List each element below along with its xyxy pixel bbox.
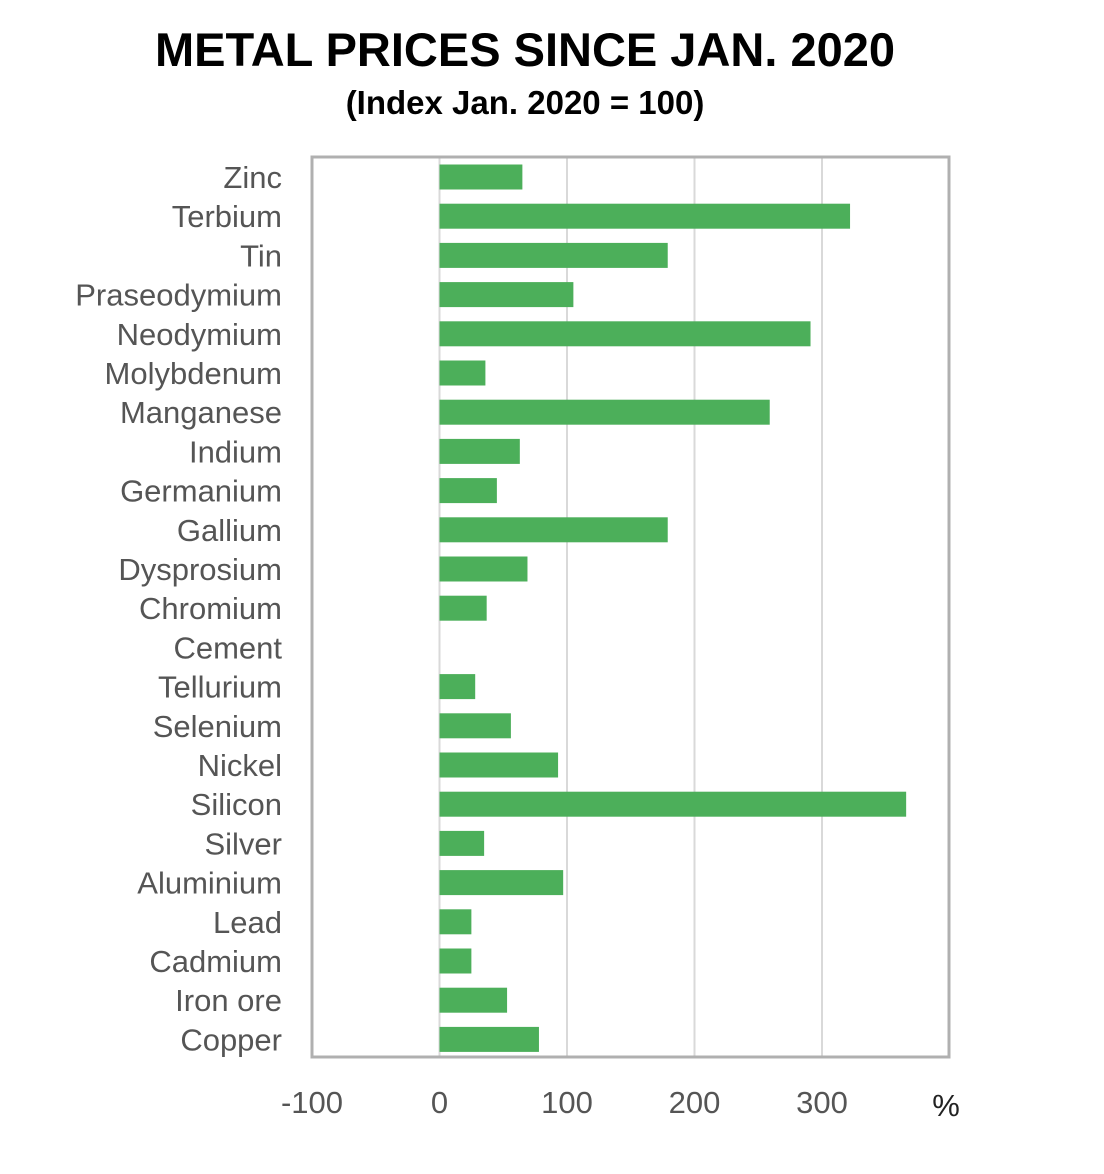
- bar-tin: [439, 242, 668, 268]
- plot-frame: [310, 155, 951, 1059]
- bar-dysprosium: [439, 556, 528, 582]
- category-label: Tellurium: [158, 670, 282, 705]
- bar-praseodymium: [439, 282, 574, 308]
- category-label: Lead: [213, 905, 282, 940]
- x-tick-label: 0: [431, 1085, 448, 1120]
- category-label: Cadmium: [149, 944, 282, 979]
- bar-tellurium: [439, 674, 476, 700]
- bar-copper: [439, 1026, 539, 1052]
- bar-molybdenum: [439, 360, 486, 386]
- bar-cadmium: [439, 948, 472, 974]
- category-label: Manganese: [120, 395, 282, 430]
- bar-gallium: [439, 517, 668, 543]
- x-tick-label: 100: [541, 1085, 593, 1120]
- bar-lead: [439, 909, 472, 935]
- bars: [439, 164, 907, 1052]
- category-label: Gallium: [177, 513, 282, 548]
- bar-selenium: [439, 713, 511, 739]
- category-label: Dysprosium: [118, 552, 282, 587]
- category-label: Neodymium: [117, 317, 282, 352]
- category-label: Molybdenum: [105, 356, 282, 391]
- x-tick-label: 300: [796, 1085, 848, 1120]
- x-tick-labels: -100 0 100 200 300: [281, 1085, 848, 1120]
- chart-subtitle: (Index Jan. 2020 = 100): [345, 84, 705, 121]
- category-label: Indium: [189, 434, 282, 469]
- chart-title: METAL PRICES SINCE JAN. 2020: [154, 23, 896, 76]
- category-label: Silicon: [191, 787, 282, 822]
- bar-silver: [439, 830, 485, 856]
- bar-nickel: [439, 752, 559, 778]
- category-label: Chromium: [139, 591, 282, 626]
- bar-neodymium: [439, 321, 811, 347]
- category-label: Nickel: [198, 748, 282, 783]
- category-labels: Zinc Terbium Tin Praseodymium Neodymium Molyb…: [75, 160, 282, 1057]
- category-label: Aluminium: [137, 866, 282, 901]
- category-label: Copper: [180, 1022, 282, 1057]
- category-label: Selenium: [153, 709, 282, 744]
- bar-terbium: [439, 203, 851, 229]
- category-label: Terbium: [172, 199, 282, 234]
- bar-aluminium: [439, 870, 564, 896]
- bar-indium: [439, 438, 520, 464]
- bar-germanium: [439, 478, 497, 504]
- bar-zinc: [439, 164, 523, 190]
- category-label: Tin: [240, 238, 282, 273]
- bar-silicon: [439, 791, 907, 817]
- category-label: Cement: [173, 630, 282, 665]
- x-tick-label: -100: [281, 1085, 343, 1120]
- bar-chromium: [439, 595, 487, 621]
- category-label: Germanium: [120, 474, 282, 509]
- category-label: Iron ore: [175, 983, 282, 1018]
- bar-iron-ore: [439, 987, 508, 1013]
- bar-manganese: [439, 399, 770, 425]
- category-label: Zinc: [223, 160, 282, 195]
- x-unit-label: %: [932, 1088, 960, 1123]
- category-label: Praseodymium: [75, 278, 282, 313]
- x-tick-label: 200: [669, 1085, 721, 1120]
- category-label: Silver: [204, 826, 282, 861]
